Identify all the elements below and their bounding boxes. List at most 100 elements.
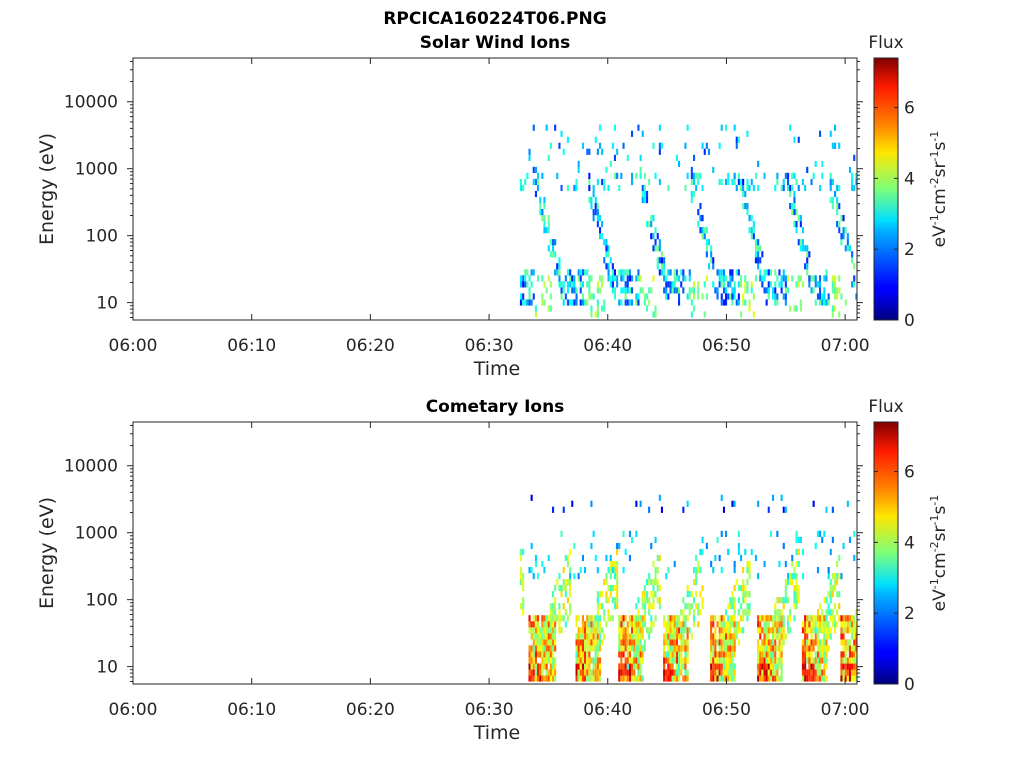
spectrogram-cell: [746, 209, 749, 216]
spectrogram-cell: [823, 633, 826, 640]
spectrogram-cell: [795, 597, 798, 604]
spectrogram-cell: [780, 669, 783, 676]
spectrogram-cell: [740, 311, 743, 318]
spectrogram-cell: [547, 221, 550, 228]
spectrogram-cell: [541, 275, 544, 282]
spectrogram-cell: [541, 293, 544, 300]
spectrogram-cell: [720, 633, 723, 640]
spectrogram-cell: [806, 245, 809, 252]
spectrogram-cell: [586, 615, 589, 622]
spectrogram-cell: [650, 215, 653, 222]
spectrogram-cell: [801, 178, 804, 186]
spectrogram-cell: [678, 287, 681, 294]
spectrogram-cell: [799, 299, 802, 306]
spectrogram-cell: [547, 651, 550, 658]
spectrogram-cell: [701, 603, 704, 610]
spectrogram-cell: [541, 639, 544, 646]
spectrogram-cell: [552, 615, 555, 622]
spectrogram-cell: [596, 311, 599, 318]
spectrogram-cell: [844, 621, 847, 628]
spectrogram-cell: [558, 609, 561, 616]
spectrogram-cell: [658, 603, 661, 610]
spectrogram-cell: [620, 645, 623, 652]
spectrogram-cell: [618, 645, 621, 652]
spectrogram-cell: [795, 221, 798, 228]
spectrogram-cell: [522, 603, 525, 610]
spectrogram-cell: [682, 287, 685, 294]
spectrogram-cell: [524, 178, 527, 186]
spectrogram-cell: [682, 609, 685, 616]
spectrogram-cell: [626, 645, 629, 652]
spectrogram-cell: [626, 275, 629, 282]
spectrogram-cell: [853, 669, 856, 676]
spectrogram-cell: [541, 215, 544, 222]
spectrogram-cell: [667, 669, 670, 676]
spectrogram-cell: [637, 275, 640, 282]
spectrogram-cell: [678, 615, 681, 622]
spectrogram-cell: [806, 615, 809, 622]
spectrogram-cell: [699, 591, 702, 598]
spectrogram-cell: [720, 639, 723, 646]
spectrogram-cell: [631, 657, 634, 664]
spectrogram-cell: [579, 299, 582, 306]
spectrogram-cell: [530, 651, 533, 658]
spectrogram-cell: [795, 281, 798, 288]
x-tick-label: 06:50: [702, 700, 751, 720]
spectrogram-cell: [594, 645, 597, 652]
spectrogram-cell: [772, 645, 775, 652]
spectrogram-cell: [827, 609, 830, 616]
spectrogram-cell: [804, 615, 807, 622]
spectrogram-cell: [537, 627, 540, 634]
spectrogram-cell: [663, 651, 666, 658]
spectrogram-cell: [791, 579, 794, 586]
colorbar-label-part: -2: [928, 541, 941, 552]
spectrogram-cell: [840, 215, 843, 222]
spectrogram-cell: [782, 615, 785, 622]
spectrogram-cell: [673, 621, 676, 628]
spectrogram-cell: [637, 124, 640, 131]
spectrogram-cell: [718, 633, 721, 640]
spectrogram-cell: [671, 675, 674, 682]
spectrogram-cell: [699, 567, 702, 574]
spectrogram-cell: [774, 675, 777, 682]
spectrogram-cell: [840, 627, 843, 634]
spectrogram-cell: [853, 657, 856, 664]
spectrogram-cell: [693, 579, 696, 586]
spectrogram-cell: [613, 275, 616, 282]
spectrogram-cell: [528, 154, 531, 161]
spectrogram-cell: [729, 645, 732, 652]
spectrogram-cell: [740, 585, 743, 592]
spectrogram-cell: [701, 536, 704, 543]
colorbar-tick-label: 2: [904, 240, 915, 260]
spectrogram-cell: [534, 657, 537, 664]
spectrogram-cell: [537, 651, 540, 658]
spectrogram-cell: [581, 299, 584, 306]
spectrogram-cell: [566, 597, 569, 604]
spectrogram-cell: [772, 494, 775, 501]
spectrogram-cell: [605, 239, 608, 246]
spectrogram-cell: [624, 287, 627, 294]
spectrogram-cell: [793, 209, 796, 216]
spectrogram-cell: [727, 548, 730, 556]
spectrogram-cell: [821, 172, 824, 179]
colorbar-label-part: -1: [928, 515, 941, 526]
spectrogram-cell: [712, 633, 715, 640]
spectrogram-cell: [639, 621, 642, 628]
spectrogram-cell: [848, 663, 851, 670]
spectrogram-cell: [750, 281, 753, 288]
spectrogram-cell: [656, 567, 659, 574]
spectrogram-cell: [819, 299, 822, 306]
spectrogram-cell: [584, 269, 587, 276]
spectrogram-cell: [733, 287, 736, 294]
spectrogram-cell: [722, 299, 725, 306]
spectrogram-cell: [575, 633, 578, 640]
spectrogram-cell: [763, 627, 766, 634]
spectrogram-cell: [596, 178, 599, 186]
spectrogram-cell: [650, 287, 653, 294]
spectrogram-cell: [797, 597, 800, 604]
spectrogram-cell: [575, 663, 578, 670]
spectrogram-cell: [616, 579, 619, 586]
spectrogram-cell: [654, 311, 657, 318]
spectrogram-cell: [791, 275, 794, 282]
spectrogram-cell: [673, 287, 676, 294]
